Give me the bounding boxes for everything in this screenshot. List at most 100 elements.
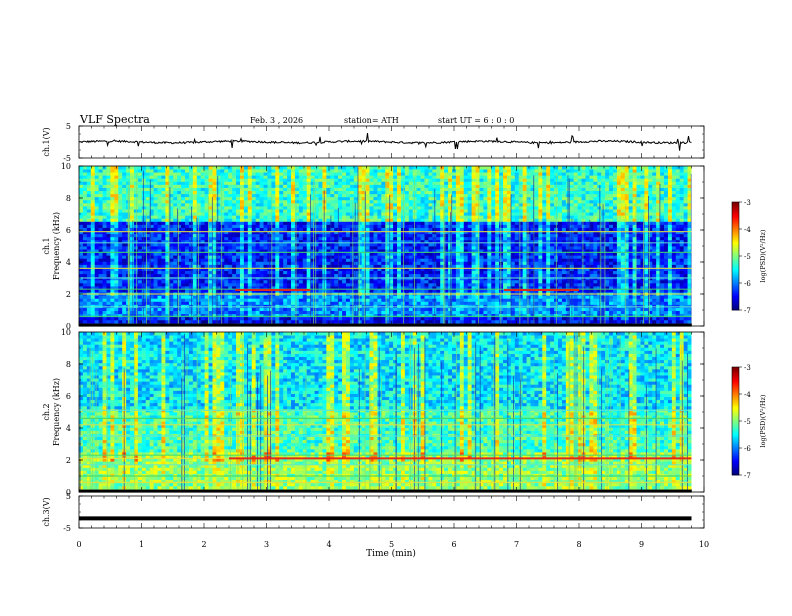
- spectrogram-cell: [110, 228, 114, 231]
- spectrogram-cell: [425, 166, 429, 169]
- spectrogram-cell: [185, 308, 189, 311]
- spectrogram-cell: [370, 261, 374, 264]
- spectrogram-cell: [319, 280, 323, 283]
- spectrogram-cell: [393, 224, 397, 227]
- spectrogram-cell: [103, 243, 107, 246]
- spectrogram-cell: [110, 237, 114, 240]
- spectrogram-cell: [118, 184, 122, 187]
- spectrogram-cell: [417, 258, 421, 261]
- spectrogram-cell: [138, 206, 142, 209]
- spectrogram-cell: [397, 243, 401, 246]
- spectrogram-cell: [165, 166, 169, 169]
- spectrogram-cell: [370, 215, 374, 218]
- spectrogram-cell: [377, 224, 381, 227]
- spectrogram-cell: [299, 237, 303, 240]
- spectrogram-cell: [338, 197, 342, 200]
- spectrogram-cell: [358, 206, 362, 209]
- spectrogram-cell: [95, 295, 99, 298]
- spectrogram-cell: [381, 169, 385, 172]
- spectrogram-cell: [299, 200, 303, 203]
- spectrogram-cell: [436, 237, 440, 240]
- spectrogram-cell: [421, 237, 425, 240]
- spectrogram-cell: [216, 166, 220, 169]
- spectrogram-cell: [103, 218, 107, 221]
- spectrogram-cell: [362, 172, 366, 175]
- spectrogram-cell: [91, 228, 95, 231]
- spectrogram-cell: [425, 258, 429, 261]
- spectrogram-cell: [315, 271, 319, 274]
- spectrogram-cell: [248, 172, 252, 175]
- spectrogram-cell: [425, 264, 429, 267]
- spectrogram-cell: [185, 264, 189, 267]
- spectrogram-cell: [83, 194, 87, 197]
- spectrogram-cell: [366, 237, 370, 240]
- spectrogram-cell: [409, 271, 413, 274]
- spectrogram-cell: [358, 221, 362, 224]
- spectrogram-cell: [275, 243, 279, 246]
- spectrogram-cell: [99, 194, 103, 197]
- spectrogram-cell: [283, 317, 287, 320]
- spectrogram-cell: [283, 224, 287, 227]
- spectrogram-cell: [256, 308, 260, 311]
- spectrogram-cell: [185, 191, 189, 194]
- spectrogram-cell: [177, 194, 181, 197]
- spectrogram-cell: [428, 206, 432, 209]
- spectrogram-cell: [417, 212, 421, 215]
- spectrogram-cell: [224, 237, 228, 240]
- spectrogram-cell: [366, 206, 370, 209]
- spectrogram-cell: [334, 184, 338, 187]
- spectrogram-cell: [189, 243, 193, 246]
- spectrogram-cell: [326, 215, 330, 218]
- spectrogram-cell: [330, 178, 334, 181]
- spectrogram-cell: [334, 218, 338, 221]
- spectrogram-cell: [397, 215, 401, 218]
- spectrogram-cell: [275, 212, 279, 215]
- spectrogram-cell: [342, 224, 346, 227]
- spectrogram-cell: [181, 317, 185, 320]
- spectrogram-cell: [181, 224, 185, 227]
- spectrogram-cell: [346, 221, 350, 224]
- spectrogram-cell: [83, 209, 87, 212]
- spectrogram-cell: [103, 197, 107, 200]
- spectrogram-cell: [287, 166, 291, 169]
- spectrogram-cell: [350, 224, 354, 227]
- spectrogram-cell: [224, 175, 228, 178]
- spectrogram-cell: [248, 184, 252, 187]
- spectrogram-cell: [232, 221, 236, 224]
- spectrogram-cell: [338, 194, 342, 197]
- spectrogram-cell: [130, 209, 134, 212]
- spectrogram-cell: [381, 317, 385, 320]
- spectrogram-cell: [158, 243, 162, 246]
- spectrogram-cell: [315, 261, 319, 264]
- spectrogram-cell: [354, 200, 358, 203]
- spectrogram-cell: [252, 274, 256, 277]
- spectrogram-cell: [275, 181, 279, 184]
- spectrogram-cell: [291, 184, 295, 187]
- spectrogram-cell: [122, 224, 126, 227]
- spectrogram-cell: [334, 298, 338, 301]
- spectrogram-cell: [236, 301, 240, 304]
- spectrogram-cell: [161, 224, 165, 227]
- spectrogram-cell: [244, 234, 248, 237]
- spectrogram-cell: [142, 298, 146, 301]
- spectrogram-cell: [110, 255, 114, 258]
- spectrogram-cell: [409, 258, 413, 261]
- spectrogram-cell: [421, 258, 425, 261]
- spectrogram-cell: [319, 311, 323, 314]
- spectrogram-cell: [334, 320, 338, 323]
- spectrogram-cell: [358, 320, 362, 323]
- spectrogram-cell: [397, 258, 401, 261]
- spectrogram-cell: [436, 209, 440, 212]
- spectrogram-cell: [283, 237, 287, 240]
- spectrogram-cell: [122, 298, 126, 301]
- spectrogram-cell: [122, 166, 126, 169]
- spectrogram-cell: [322, 301, 326, 304]
- spectrogram-cell: [342, 184, 346, 187]
- spectrogram-cell: [150, 172, 154, 175]
- spectrogram-cell: [421, 218, 425, 221]
- spectrogram-cell: [291, 206, 295, 209]
- spectrogram-cell: [279, 212, 283, 215]
- spectrogram-cell: [373, 175, 377, 178]
- spectrogram-cell: [440, 184, 444, 187]
- spectrogram-cell: [189, 258, 193, 261]
